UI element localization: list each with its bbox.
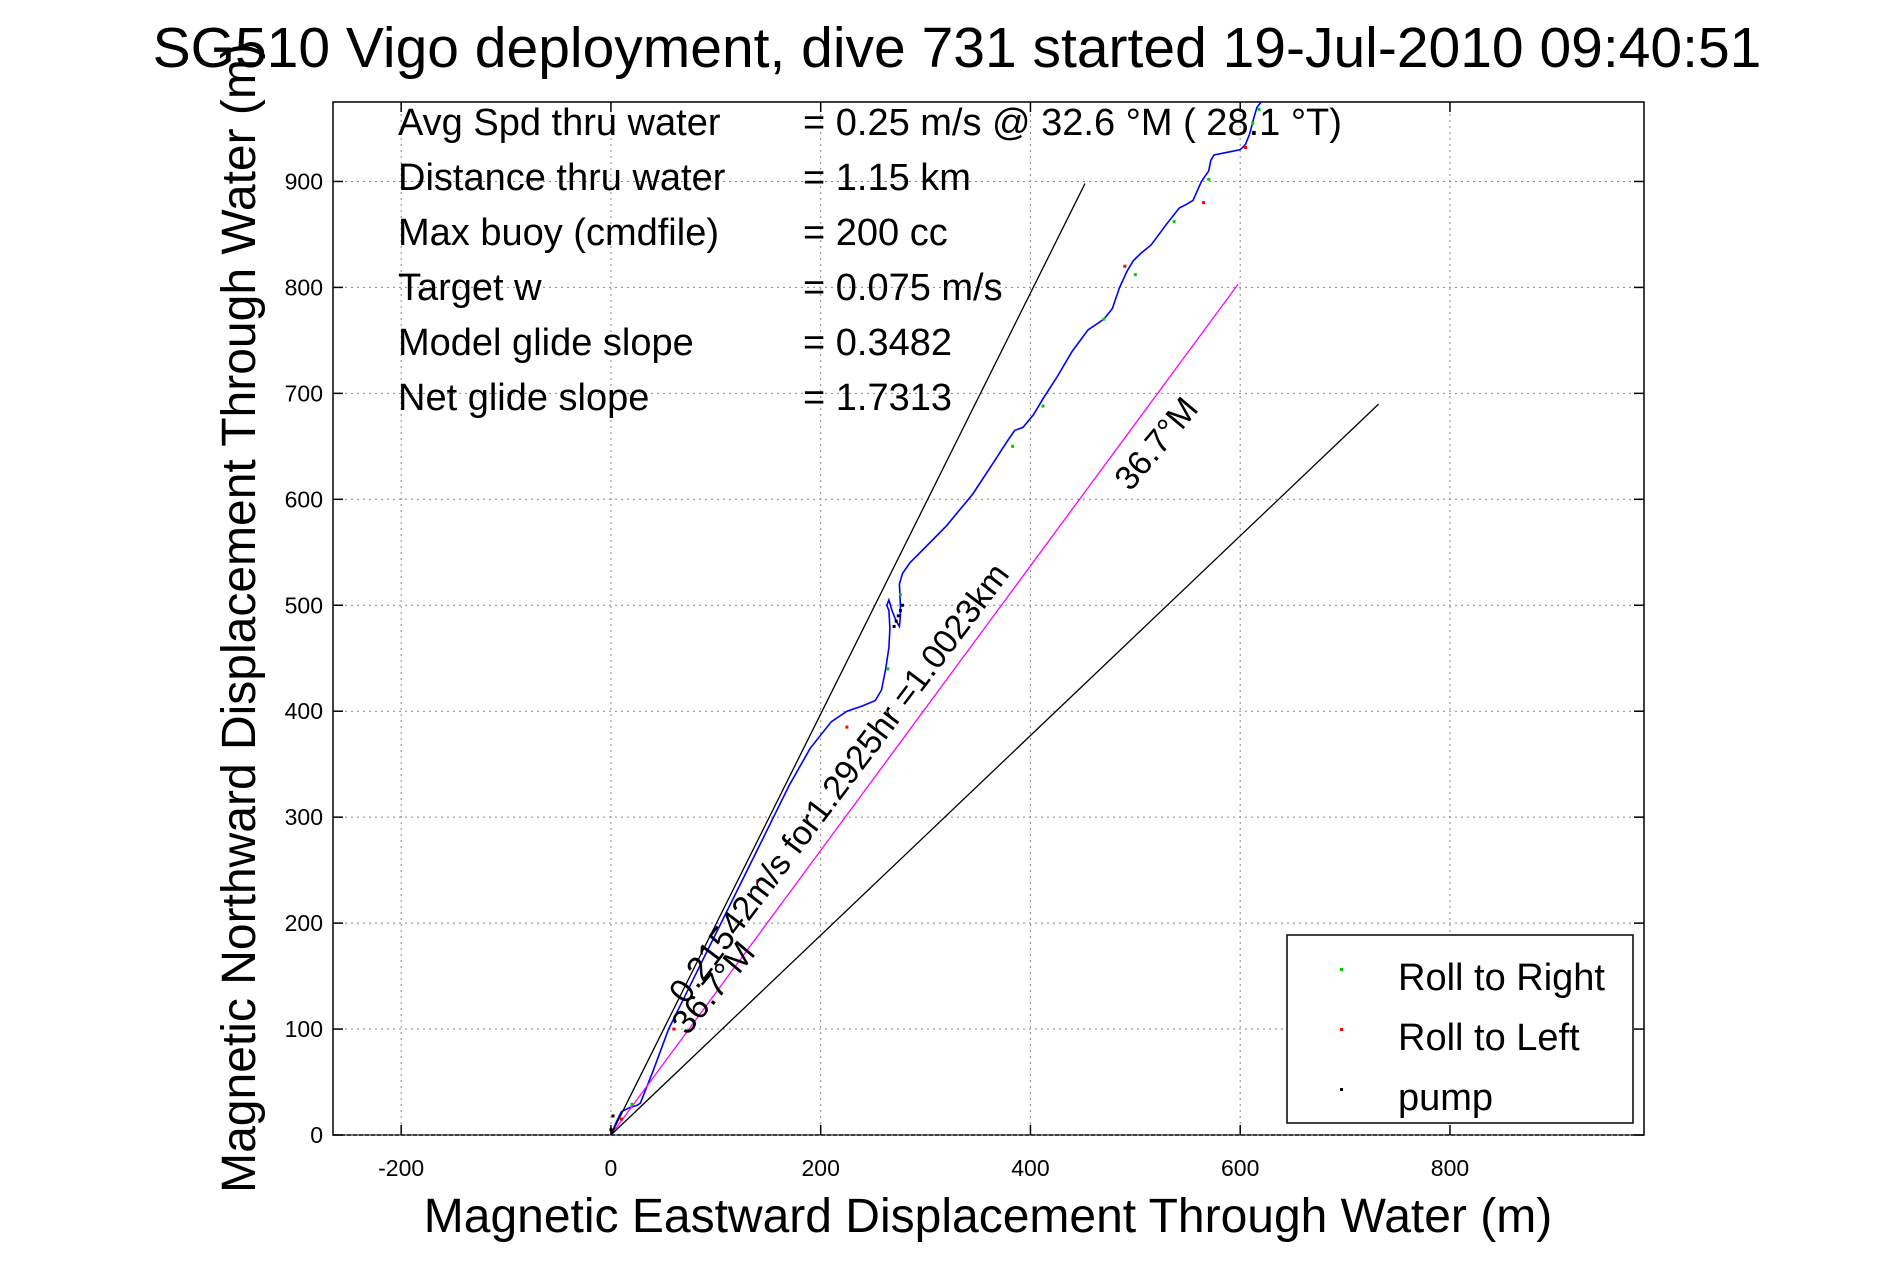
marker-pump [900,603,904,607]
series-track [610,101,1262,1136]
stat-value: = 1.7313 [803,377,952,419]
marker-roll-right [1011,444,1015,448]
y-tick-label: 900 [285,168,323,194]
marker-pump [609,1128,613,1132]
marker-roll-right [898,593,902,597]
x-tick-label: -200 [378,1155,424,1181]
marker-roll-right [1041,404,1045,408]
marker-pump [898,609,902,613]
marker-roll-right [1102,317,1106,321]
stats-block: Avg Spd thru water = 0.25 m/s @ 32.6 °M … [398,102,1342,419]
y-tick-label: 300 [285,804,323,830]
grid [333,102,1644,1136]
marker-roll-right [886,667,890,671]
y-tick-label: 700 [285,380,323,406]
stat-value: = 0.3482 [803,322,952,364]
x-tick-label: 400 [1011,1155,1049,1181]
legend-marker-roll-right [1340,968,1343,971]
series-heading [610,283,1239,1136]
y-tick-label: 0 [310,1122,323,1148]
legend-marker-roll-left [1340,1028,1343,1031]
chart-title: SG510 Vigo deployment, dive 731 started … [153,16,1762,80]
marker-roll-left [1243,146,1247,150]
stat-value: = 200 cc [803,212,948,254]
x-axis-label: Magnetic Eastward Displacement Through W… [424,1190,1552,1243]
marker-pump [892,624,896,628]
marker-roll-left [1202,201,1206,205]
marker-roll-left [845,725,849,729]
series-cone-lower [610,403,1380,1136]
y-tick-label: 500 [285,592,323,618]
marker-pump [611,1114,615,1118]
legend-label-roll-right: Roll to Right [1398,957,1605,999]
y-tick-label: 600 [285,486,323,512]
stat-label: Distance thru water [398,157,726,199]
marker-roll-right [1251,121,1255,125]
x-tick-label: 200 [802,1155,840,1181]
y-tick-label: 400 [285,698,323,724]
marker-roll-right [1172,220,1176,224]
plot-markers [609,107,1261,1132]
stat-label: Max buoy (cmdfile) [398,212,719,254]
marker-roll-left [756,879,760,883]
marker-roll-right [1257,107,1261,111]
stat-value: = 0.25 m/s @ 32.6 °M ( 28.1 °T) [803,102,1342,144]
stat-value: = 0.075 m/s [803,267,1003,309]
marker-pump [896,614,900,618]
stat-label: Target w [398,267,542,309]
y-tick-label: 200 [285,910,323,936]
marker-roll-right [1207,177,1211,181]
y-tick-label: 800 [285,274,323,300]
marker-roll-right [630,1102,634,1106]
x-tick-label: 0 [605,1155,618,1181]
marker-roll-left [1123,264,1127,268]
y-tick-label: 100 [285,1016,323,1042]
axis-ticks: -200 0 200 400 600 800 0 100 200 300 400 500 600 700 8… [285,102,1644,1181]
marker-roll-left [672,1027,676,1031]
x-tick-label: 600 [1221,1155,1259,1181]
x-tick-label: 800 [1431,1155,1469,1181]
legend-marker-pump [1340,1088,1343,1091]
stat-value: = 1.15 km [803,157,971,199]
marker-pump [894,619,898,623]
legend-label-roll-left: Roll to Left [1398,1017,1580,1059]
marker-roll-left [619,1117,623,1121]
series-cone-upper [610,183,1086,1136]
stat-label: Model glide slope [398,322,694,364]
legend: Roll to Right Roll to Left pump [1286,934,1634,1124]
legend-box [1286,934,1634,1124]
stat-label: Avg Spd thru water [398,102,721,144]
y-axis-label: Magnetic Northward Displacement Through … [213,43,266,1193]
plot-lines [610,101,1380,1136]
legend-label-pump: pump [1398,1077,1493,1119]
marker-roll-right [1133,273,1137,277]
stat-label: Net glide slope [398,377,649,419]
